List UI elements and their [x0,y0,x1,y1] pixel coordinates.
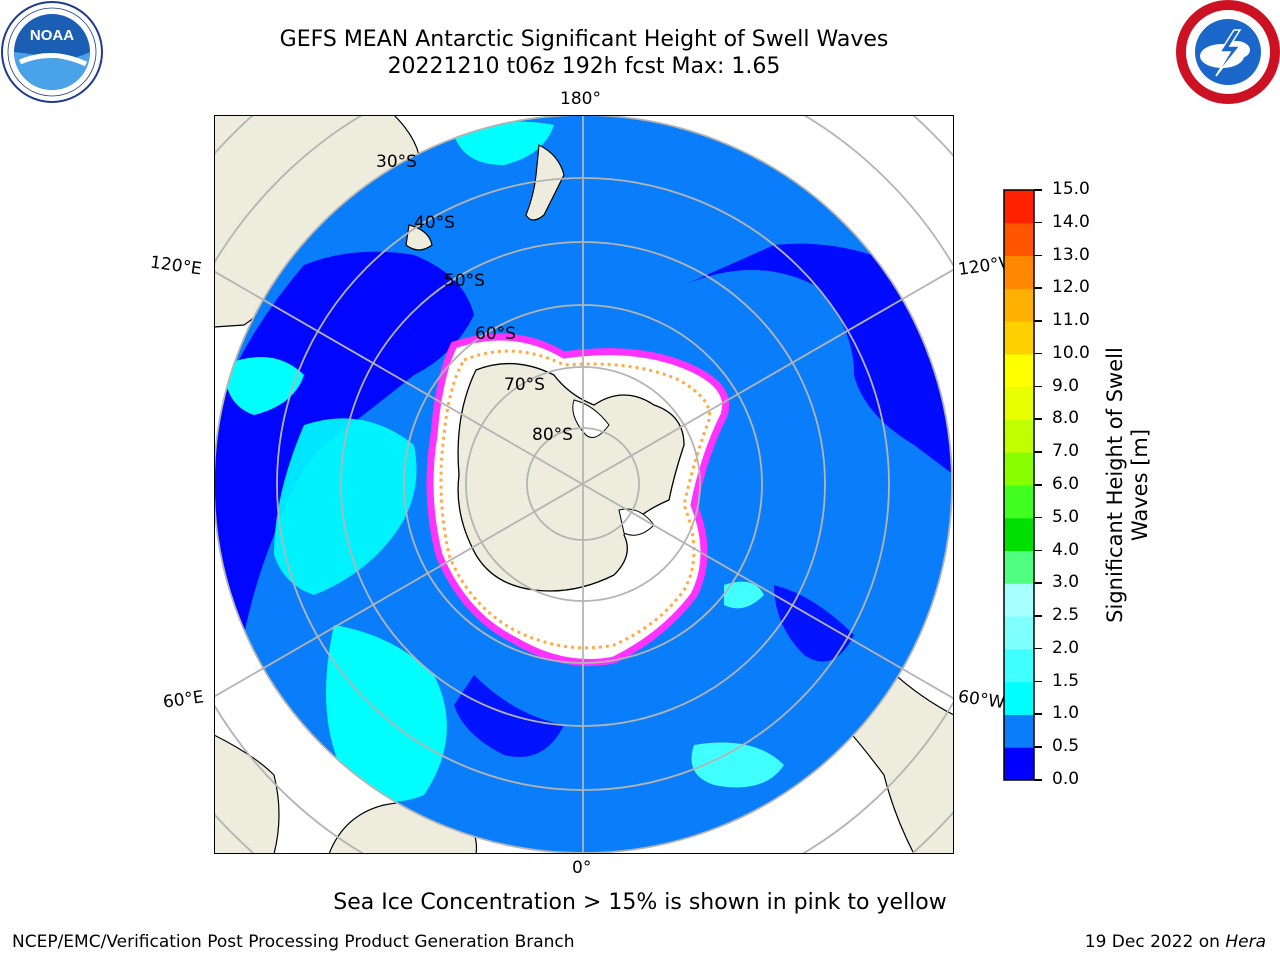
colorbar-segment [1004,583,1034,617]
colorbar-segment [1004,419,1034,453]
colorbar-segment [1004,648,1034,683]
sea-ice-note: Sea Ice Concentration > 15% is shown in … [333,890,947,915]
colorbar-tick-label: 7.0 [1052,441,1080,462]
colorbar-tick-mark [1034,451,1042,453]
lat-label-70s: 70°S [504,375,545,395]
lon-label-60w: 60°W [956,686,1007,714]
chart-title: GEFS MEAN Antarctic Significant Height o… [279,27,889,52]
colorbar-tick-mark [1034,484,1042,486]
colorbar-tick-mark [1034,615,1042,617]
tasmania-land [405,224,433,251]
colorbar-tick-mark [1034,189,1042,191]
colorbar-label: Significant Height of Swell Waves [m] [1103,347,1152,623]
colorbar-segment [1004,517,1034,552]
colorbar-tick-mark [1034,549,1042,552]
colorbar-tick-label: 11.0 [1052,310,1090,331]
new-zealand-land [525,144,565,221]
lat-label-50s: 50°S [444,271,485,291]
colorbar-tick-mark [1034,713,1042,715]
colorbar-tick-mark [1034,287,1042,289]
colorbar-segment [1004,485,1034,519]
colorbar-tick-label: 4.0 [1052,539,1080,560]
colorbar-tick-label: 1.0 [1052,703,1080,724]
colorbar-tick-mark [1034,680,1042,683]
colorbar-segment [1004,353,1034,388]
lon-label-60e: 60°E [161,687,206,713]
colorbar-tick-label: 9.0 [1052,375,1080,396]
colorbar-tick-label: 0.0 [1052,769,1080,789]
lat-label-60s: 60°S [475,324,516,344]
colorbar-tick-label: 8.0 [1052,408,1080,429]
colorbar-segment [1004,222,1034,257]
colorbar-tick-label: 2.0 [1052,637,1080,658]
colorbar-tick-mark [1034,320,1042,322]
map-panel [214,115,954,854]
colorbar-tick-mark [1034,418,1042,420]
colorbar-segment [1004,452,1034,486]
colorbar-tick-label: 13.0 [1052,244,1090,265]
noaa-logo-text: NOAA [30,27,74,44]
colorbar-tick-mark [1034,647,1042,650]
colorbar-segment [1004,747,1034,781]
lon-label-0: 0° [572,858,592,878]
colorbar-segment [1004,714,1034,748]
colorbar-tick-mark [1034,254,1042,257]
colorbar-tick-label: 5.0 [1052,506,1080,527]
footer-branch: NCEP/EMC/Verification Post Processing Pr… [12,932,575,952]
footer-host: Hera [1225,932,1266,952]
lon-label-120e: 120°E [148,252,203,280]
footer-date-text: 19 Dec 2022 on [1084,932,1226,952]
colorbar-segment [1004,190,1034,224]
colorbar-tick-label: 12.0 [1052,277,1090,298]
lon-label-180: 180° [560,89,601,109]
colorbar-tick-label: 3.0 [1052,572,1080,593]
colorbar-tick-mark [1034,779,1042,781]
colorbar-tick-mark [1034,516,1042,519]
footer-date: 19 Dec 2022 on Hera [1085,932,1266,952]
madagascar-land [214,734,280,854]
chart-subtitle: 20221210 t06z 192h fcst Max: 1.65 [387,54,781,79]
colorbar-segment [1004,288,1034,322]
lat-label-80s: 80°S [532,425,573,445]
colorbar-segment [1004,386,1034,420]
colorbar-segment [1004,321,1034,355]
colorbar-segment [1004,255,1034,289]
colorbar-segment [1004,681,1034,715]
colorbar-tick-mark [1034,746,1042,748]
colorbar-tick-label: 14.0 [1052,211,1090,232]
colorbar [1003,189,1035,781]
colorbar-tick-label: 15.0 [1052,179,1090,199]
colorbar-tick-label: 1.5 [1052,670,1080,691]
colorbar-tick-mark [1034,582,1042,584]
graticule [214,115,954,854]
colorbar-tick-label: 2.5 [1052,605,1080,626]
colorbar-tick-label: 6.0 [1052,474,1080,494]
colorbar-segment [1004,550,1034,584]
colorbar-tick-mark [1034,352,1042,355]
lat-label-40s: 40°S [414,213,455,233]
colorbar-tick-label: 10.0 [1052,342,1090,363]
colorbar-tick-mark [1034,221,1042,224]
noaa-logo: NOAA [1,1,103,103]
lat-label-30s: 30°S [376,152,417,172]
colorbar-segment [1004,616,1034,650]
colorbar-tick-mark [1034,385,1042,388]
nws-logo [1176,0,1280,104]
colorbar-tick-label: 0.5 [1052,736,1080,757]
